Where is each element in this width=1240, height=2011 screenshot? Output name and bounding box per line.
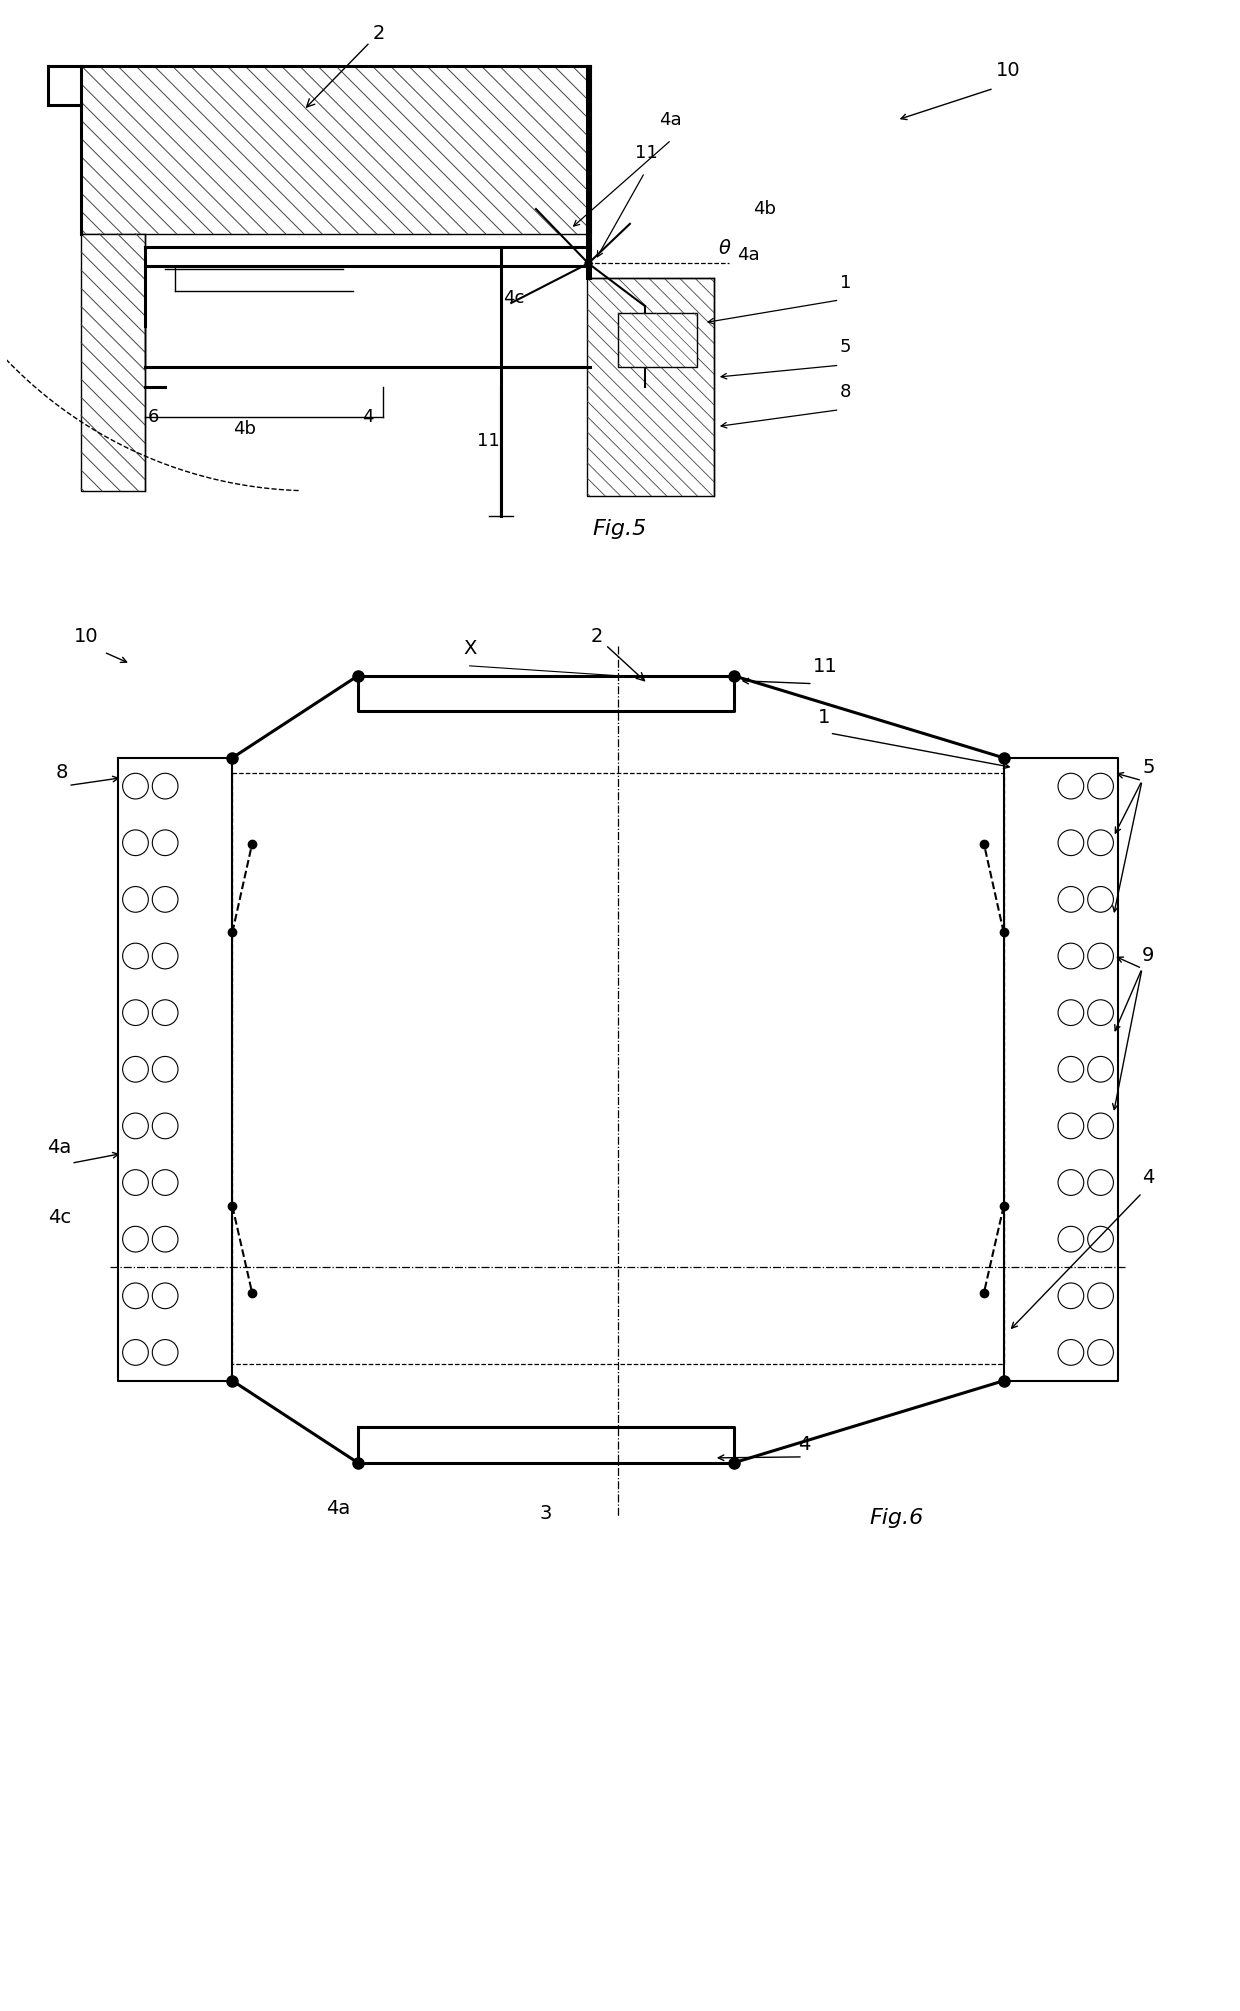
Text: 4a: 4a: [47, 1138, 71, 1156]
Text: 9: 9: [1142, 945, 1154, 965]
Text: 8: 8: [839, 382, 851, 400]
Text: θ: θ: [719, 239, 730, 257]
Text: 2: 2: [306, 24, 386, 107]
Text: Fig.5: Fig.5: [593, 519, 647, 539]
Text: 3: 3: [539, 1504, 552, 1522]
Text: 10: 10: [74, 627, 99, 646]
Text: 11: 11: [477, 432, 500, 450]
Text: 11: 11: [812, 658, 837, 676]
Text: 4b: 4b: [233, 420, 255, 438]
Text: X: X: [463, 639, 476, 658]
Bar: [81, 233, 145, 491]
Text: 10: 10: [996, 60, 1021, 80]
Text: 1: 1: [839, 273, 851, 292]
Text: 4a: 4a: [660, 111, 682, 129]
Bar: [588, 278, 714, 497]
Text: 11: 11: [635, 143, 657, 161]
Text: 4: 4: [362, 408, 373, 426]
Text: 4c: 4c: [503, 290, 525, 308]
Text: 2: 2: [590, 627, 645, 680]
Bar: [81, 66, 590, 233]
Text: 4c: 4c: [48, 1207, 71, 1227]
Text: 1: 1: [817, 708, 830, 728]
Bar: [618, 314, 697, 368]
Text: 4b: 4b: [754, 199, 776, 217]
Text: 4a: 4a: [326, 1500, 351, 1518]
Text: 5: 5: [839, 338, 851, 356]
Text: 6: 6: [148, 408, 159, 426]
Text: 4: 4: [799, 1436, 811, 1454]
Text: 8: 8: [56, 762, 68, 782]
Text: 4a: 4a: [737, 247, 759, 263]
Text: 4: 4: [1142, 1168, 1154, 1186]
Text: Fig.6: Fig.6: [869, 1508, 924, 1528]
Text: 5: 5: [1142, 758, 1154, 776]
